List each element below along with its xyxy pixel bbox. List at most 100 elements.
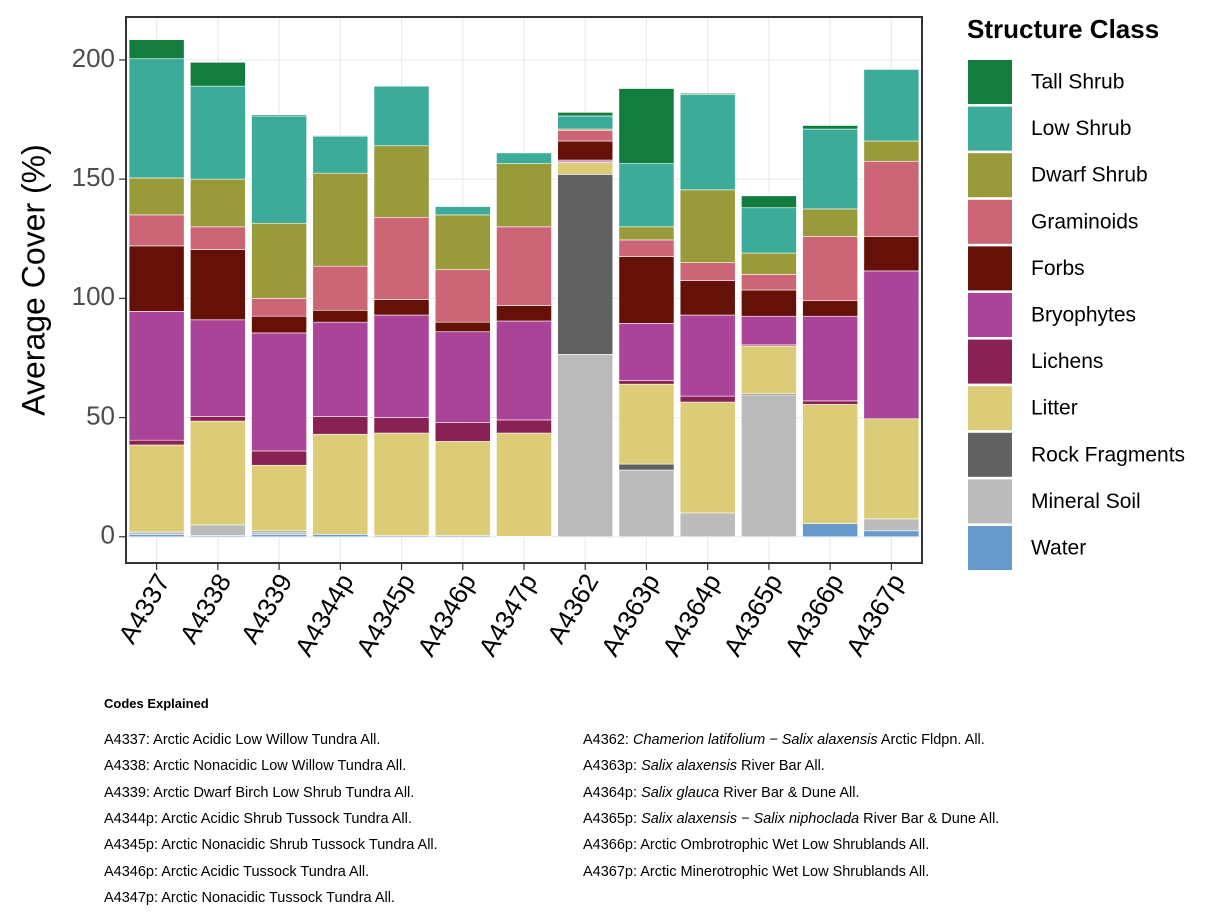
x-tick-label: A4363p xyxy=(595,568,666,661)
bar-segment xyxy=(741,345,797,395)
bar-segment xyxy=(189,178,246,228)
bar-segment xyxy=(251,531,307,535)
bar-segment xyxy=(679,262,736,281)
bar-segment xyxy=(189,249,246,321)
bar-segment xyxy=(251,298,307,317)
bar-segment xyxy=(189,62,246,87)
legend-label: Forbs xyxy=(1031,257,1085,280)
legend-key xyxy=(968,153,1012,198)
legend-label: Lichens xyxy=(1031,350,1103,373)
bar-segment xyxy=(618,383,675,465)
bar-segment xyxy=(679,280,736,316)
bar-segment xyxy=(679,189,736,263)
bar-segment xyxy=(128,311,185,441)
bar-segment xyxy=(557,112,614,117)
x-tick-label: A4344p xyxy=(289,568,360,661)
legend-key xyxy=(968,526,1012,570)
legend-key xyxy=(968,199,1012,244)
bar-segment xyxy=(128,58,185,179)
legend-key xyxy=(968,339,1012,384)
bar-segment xyxy=(312,135,369,137)
bar-segment xyxy=(251,534,307,538)
y-axis-title: Average Cover (%) xyxy=(15,144,51,416)
x-tick-label: A4337 xyxy=(112,568,176,648)
x-tick-label: A4365p xyxy=(717,568,788,661)
legend-label: Rock Fragments xyxy=(1031,443,1185,466)
bar-segment xyxy=(557,129,614,142)
bar-segment xyxy=(679,92,736,95)
bar-segment xyxy=(802,400,859,405)
bar-segment xyxy=(618,463,675,471)
bar-segment xyxy=(312,135,369,174)
legend-label: Dwarf Shrub xyxy=(1031,164,1148,187)
bar-segment xyxy=(128,177,185,216)
legend-key xyxy=(968,60,1012,104)
bar-segment xyxy=(863,69,920,142)
bar-segment xyxy=(618,226,675,241)
bar-segment xyxy=(434,441,491,536)
y-tick-label: 200 xyxy=(72,43,115,73)
legend-label: Bryophytes xyxy=(1031,304,1136,327)
bar-segment xyxy=(373,314,430,418)
y-tick-label: 150 xyxy=(72,162,115,192)
bar-segment xyxy=(373,299,430,316)
bar-segment xyxy=(863,518,920,532)
bar-segment xyxy=(312,265,369,311)
bar-segment xyxy=(312,172,369,267)
bar-segment xyxy=(189,319,246,417)
bar-segment xyxy=(251,315,307,334)
bar-segment xyxy=(434,422,491,442)
legend-title: Structure Class xyxy=(967,14,1159,44)
bar-segment xyxy=(863,418,920,520)
bar-segment xyxy=(128,531,185,535)
x-tick-label: A4367p xyxy=(840,568,911,661)
x-tick-label: A4364p xyxy=(656,568,727,661)
bar-segment xyxy=(496,163,552,228)
bar-segment xyxy=(189,416,246,422)
legend-key xyxy=(968,293,1012,337)
bar-segment xyxy=(189,85,246,180)
legend-label: Tall Shrub xyxy=(1031,71,1124,94)
bar-segment xyxy=(618,88,675,164)
bar-segment xyxy=(557,115,614,130)
bar-segment xyxy=(128,39,185,60)
bar-segment xyxy=(618,380,675,385)
bar-segment xyxy=(373,216,430,300)
bar-segment xyxy=(312,321,369,417)
x-tick-label: A4339 xyxy=(235,568,299,648)
bar-segment xyxy=(189,420,246,526)
bar-segment xyxy=(741,315,797,346)
bar-segment xyxy=(618,323,675,381)
bar-segment xyxy=(373,85,430,147)
bar-segment xyxy=(496,432,552,537)
x-tick-label: A4362 xyxy=(541,568,605,648)
bar-segment xyxy=(679,395,736,403)
bar-segment xyxy=(312,433,369,535)
bar-segment xyxy=(496,305,552,322)
bar-segment xyxy=(373,145,430,218)
bar-segment xyxy=(741,394,797,538)
x-tick-label: A4347p xyxy=(472,568,543,661)
bar-segment xyxy=(679,314,736,397)
legend-key xyxy=(968,246,1012,291)
bar-segment xyxy=(128,245,185,312)
bar-segment xyxy=(802,128,859,210)
bar-segment xyxy=(496,152,552,164)
bar-segment xyxy=(251,332,307,452)
bar-segment xyxy=(434,321,491,333)
bar-segment xyxy=(679,512,736,538)
legend-label: Litter xyxy=(1031,397,1078,420)
bar-segment xyxy=(863,270,920,420)
bar-segment xyxy=(373,417,430,434)
bar-segment xyxy=(128,439,185,446)
bar-segment xyxy=(618,469,675,538)
x-tick-label: A4366p xyxy=(778,568,849,661)
legend-label: Low Shrub xyxy=(1031,117,1131,140)
bar-segment xyxy=(128,214,185,247)
bar-segment xyxy=(863,160,920,237)
bar-segment xyxy=(557,140,614,161)
bar-segment xyxy=(679,401,736,514)
bar-segment xyxy=(251,464,307,532)
